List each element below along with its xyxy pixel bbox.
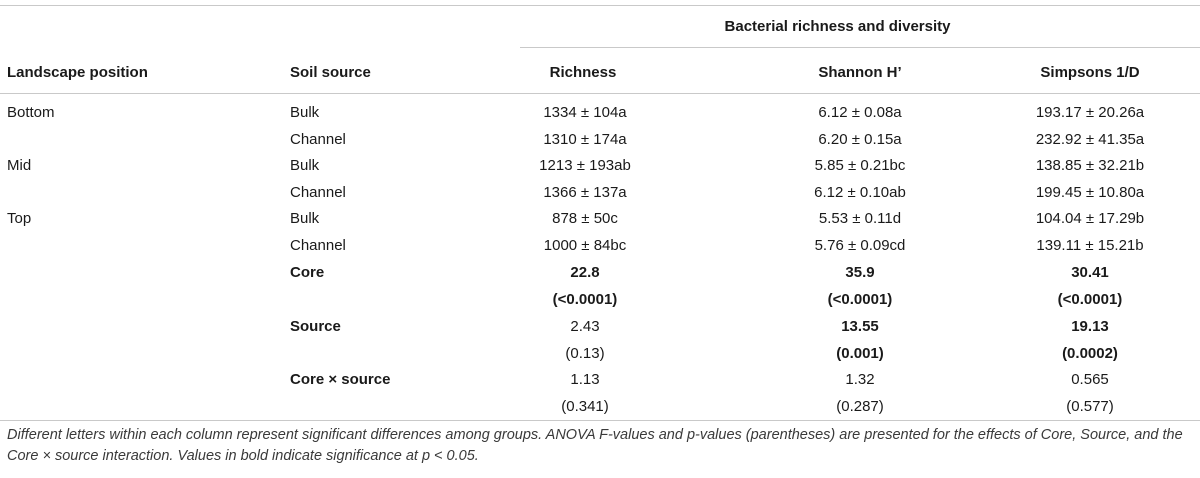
row-shannon: 5.53 ± 0.11d	[818, 210, 902, 227]
anova-f-simpsons: 0.565	[1071, 371, 1109, 388]
col-header-landscape: Landscape position	[7, 64, 148, 81]
row-simpsons: 193.17 ± 20.26a	[1035, 104, 1145, 121]
row-richness: 1366 ± 137a	[543, 184, 627, 201]
row-soil: Bulk	[290, 210, 320, 227]
row-soil: Channel	[290, 237, 346, 254]
row-shannon: 5.76 ± 0.09cd	[814, 237, 906, 254]
group-header: Bacterial richness and diversity	[724, 18, 951, 35]
anova-p-shannon: (0.287)	[836, 398, 884, 415]
row-simpsons: 104.04 ± 17.29b	[1035, 210, 1145, 227]
anova-label-core: Core	[290, 264, 325, 281]
row-simpsons: 232.92 ± 41.35a	[1035, 131, 1145, 148]
anova-p-richness: (0.341)	[561, 398, 609, 415]
col-header-richness: Richness	[549, 64, 617, 81]
row-soil: Channel	[290, 131, 346, 148]
row-richness: 1213 ± 193ab	[539, 157, 631, 174]
anova-f-richness: 2.43	[570, 318, 600, 335]
row-landscape: Bottom	[7, 104, 55, 121]
table-caption: Different letters within each column rep…	[7, 427, 1183, 464]
row-landscape: Top	[7, 210, 32, 227]
anova-p-simpsons: (0.577)	[1066, 398, 1114, 415]
anova-f-richness: 1.13	[570, 371, 600, 388]
anova-f-simpsons: 30.41	[1071, 264, 1109, 281]
row-shannon: 6.12 ± 0.08a	[818, 104, 902, 121]
anova-p-shannon: (<0.0001)	[827, 291, 893, 308]
row-richness: 1334 ± 104a	[543, 104, 627, 121]
row-soil: Bulk	[290, 157, 320, 174]
table-top-rule	[0, 5, 1200, 6]
anova-f-shannon: 13.55	[841, 318, 879, 335]
row-simpsons: 199.45 ± 10.80a	[1035, 184, 1145, 201]
anova-f-richness: 22.8	[570, 264, 600, 281]
anova-p-richness: (0.13)	[565, 345, 605, 362]
anova-label-source: Source	[290, 318, 341, 335]
anova-f-simpsons: 19.13	[1071, 318, 1109, 335]
row-richness: 878 ± 50c	[552, 210, 618, 227]
row-shannon: 6.12 ± 0.10ab	[814, 184, 906, 201]
col-header-shannon: Shannon H’	[818, 64, 902, 81]
row-soil: Bulk	[290, 104, 320, 121]
table-bottom-rule	[0, 420, 1200, 421]
anova-p-simpsons: (0.0002)	[1062, 345, 1118, 362]
row-soil: Channel	[290, 184, 346, 201]
row-richness: 1310 ± 174a	[543, 131, 627, 148]
anova-p-shannon: (0.001)	[836, 345, 884, 362]
row-simpsons: 138.85 ± 32.21b	[1035, 157, 1145, 174]
anova-f-shannon: 35.9	[845, 264, 875, 281]
anova-f-shannon: 1.32	[845, 371, 875, 388]
row-shannon: 6.20 ± 0.15a	[818, 131, 902, 148]
row-landscape: Mid	[7, 157, 32, 174]
row-richness: 1000 ± 84bc	[543, 237, 627, 254]
row-simpsons: 139.11 ± 15.21b	[1036, 237, 1144, 254]
header-rule	[0, 93, 1200, 94]
col-header-simpsons: Simpsons 1/D	[1040, 64, 1140, 81]
col-header-soil: Soil source	[290, 64, 371, 81]
anova-label-interaction: Core × source	[290, 371, 391, 388]
anova-p-richness: (<0.0001)	[552, 291, 618, 308]
row-shannon: 5.85 ± 0.21bc	[814, 157, 906, 174]
group-header-rule	[520, 47, 1200, 48]
anova-p-simpsons: (<0.0001)	[1057, 291, 1123, 308]
